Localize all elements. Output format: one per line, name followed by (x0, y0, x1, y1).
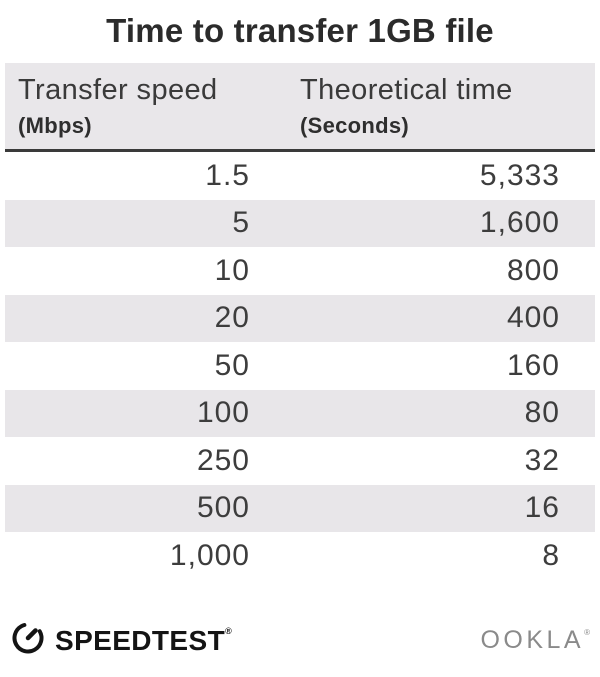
column-label: Theoretical time (300, 74, 513, 106)
table-row: 500 16 (5, 484, 595, 532)
speed-value: 1.5 (205, 158, 250, 192)
speedtest-logo: SPEEDTEST® (10, 620, 232, 661)
speed-value: 5 (232, 206, 250, 240)
registered-trademark-icon: ® (584, 628, 590, 637)
speed-value: 50 (214, 348, 250, 382)
transfer-time-table: Transfer speed (Mbps) Theoretical time (… (5, 63, 595, 580)
time-value: 16 (524, 491, 560, 525)
time-value: 80 (524, 396, 560, 430)
time-value: 400 (506, 301, 560, 335)
table-row: 100 80 (5, 389, 595, 437)
table-row: 1.5 5,333 (5, 152, 595, 200)
ookla-wordmark: OOKLA (480, 626, 585, 654)
page-title: Time to transfer 1GB file (106, 12, 494, 49)
ookla-logo: OOKLA ® (480, 626, 590, 655)
time-value: 160 (506, 348, 560, 382)
column-header-transfer-speed: Transfer speed (Mbps) (5, 74, 285, 149)
table-header: Transfer speed (Mbps) Theoretical time (… (5, 63, 595, 152)
time-value: 8 (542, 538, 560, 572)
speed-value: 250 (196, 443, 250, 477)
time-value: 1,600 (479, 206, 560, 240)
column-header-theoretical-time: Theoretical time (Seconds) (285, 74, 595, 149)
time-value: 32 (524, 443, 560, 477)
speed-value: 500 (196, 491, 250, 525)
registered-trademark-icon: ® (225, 625, 232, 636)
table-row: 20 400 (5, 294, 595, 342)
time-value: 5,333 (479, 158, 560, 192)
time-value: 800 (506, 253, 560, 287)
footer: SPEEDTEST® OOKLA ® (10, 620, 590, 662)
column-label: Transfer speed (18, 74, 218, 106)
gauge-icon (10, 620, 46, 661)
speed-value: 1,000 (169, 538, 250, 572)
table-row: 10 800 (5, 247, 595, 295)
table-row: 50 160 (5, 342, 595, 390)
table-row: 5 1,600 (5, 199, 595, 247)
speed-value: 100 (196, 396, 250, 430)
speedtest-wordmark: SPEEDTEST® (55, 624, 232, 656)
column-unit: (Seconds) (300, 113, 410, 139)
column-unit: (Mbps) (18, 113, 92, 139)
table-body: 1.5 5,333 5 1,600 10 800 20 400 50 160 1… (5, 152, 595, 580)
table-row: 250 32 (5, 437, 595, 485)
table-row: 1,000 8 (5, 532, 595, 580)
speed-value: 20 (214, 301, 250, 335)
speed-value: 10 (214, 253, 250, 287)
